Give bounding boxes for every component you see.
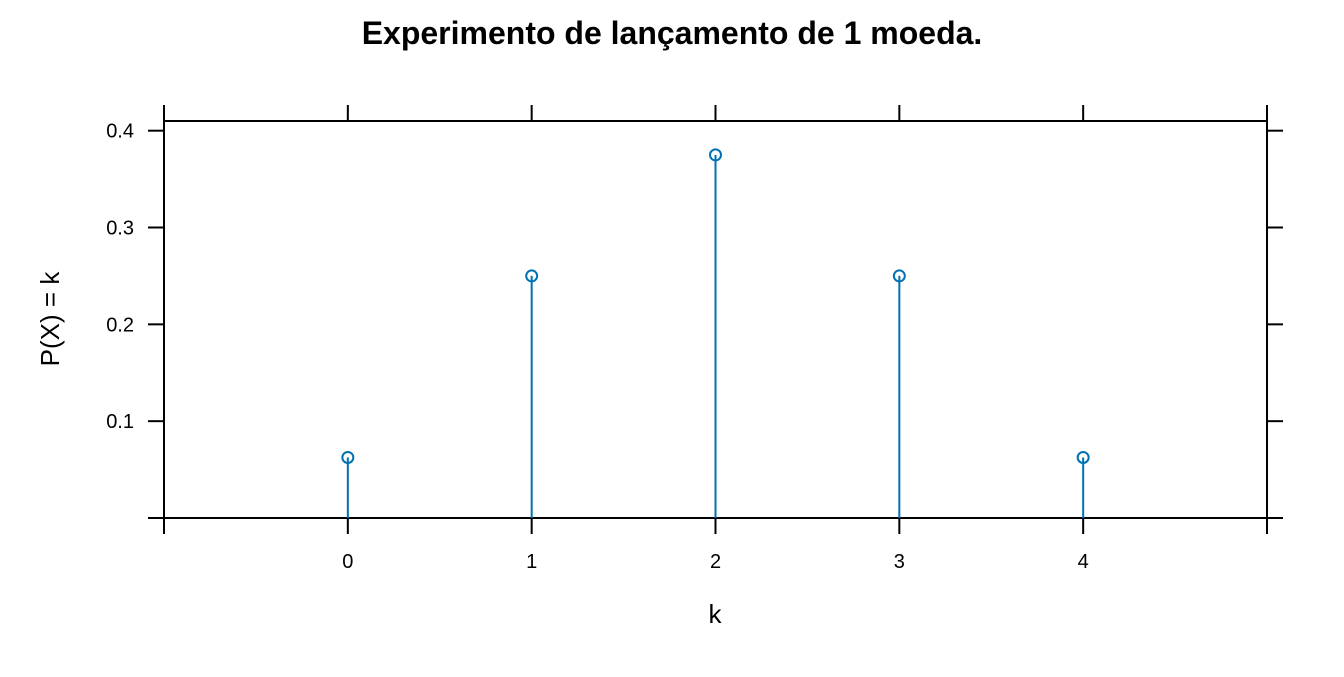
data-marks [341, 148, 1090, 518]
data-point [341, 450, 355, 464]
y-axis-label: P(X) = k [35, 271, 65, 367]
y-tick-label: 0.2 [106, 314, 134, 336]
data-point [892, 269, 906, 283]
chart-title: Experimento de lançamento de 1 moeda. [362, 15, 983, 51]
x-tick-label: 0 [342, 551, 353, 573]
x-tick-label: 4 [1078, 551, 1089, 573]
x-tick-label: 2 [710, 551, 721, 573]
y-tick-label: 0.3 [106, 218, 134, 240]
x-axis-label: k [709, 599, 723, 629]
y-tick-label: 0.1 [106, 411, 134, 433]
data-point [525, 269, 539, 283]
x-tick-label: 3 [894, 551, 905, 573]
data-point [709, 148, 722, 162]
y-tick-label: 0.4 [106, 121, 134, 143]
x-tick-label: 1 [526, 551, 537, 573]
data-point [1076, 450, 1090, 464]
axis-ticks: 0 1 2 3 4 0.1 0.2 0.3 0.4 [106, 105, 1283, 573]
